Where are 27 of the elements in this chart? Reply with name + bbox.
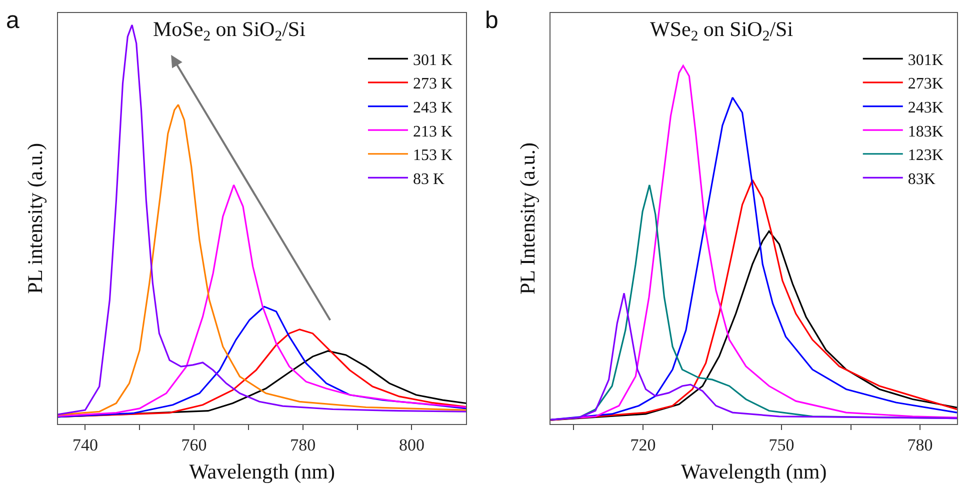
text: b [485, 7, 498, 34]
legend-label: 153 K [412, 147, 453, 164]
legend-label: 83K [908, 170, 936, 188]
x-tick-label: 740 [72, 436, 98, 454]
legend-label: 273 K [412, 76, 453, 93]
chart-title: MoSe$_{2}$ on SiO$_{2}$/Si [153, 17, 306, 44]
x-tick-label: 780 [290, 436, 316, 454]
y-axis-title: PL Intensity (a.u.) [516, 142, 540, 295]
text: a [6, 7, 20, 34]
x-tick-label: 760 [181, 436, 207, 454]
legend-label: 243 K [412, 100, 453, 117]
x-axis-title: Wavelength (nm) [189, 460, 335, 484]
x-tick-label: 780 [907, 436, 933, 454]
legend-label: 123K [908, 147, 944, 164]
legend-label: 273K [908, 76, 944, 93]
legend-label: 183K [908, 123, 944, 140]
x-axis-title: Wavelength (nm) [680, 460, 827, 484]
legend-label: 213 K [412, 123, 453, 140]
legend-label: 243K [908, 100, 944, 117]
x-tick-label: 720 [630, 436, 656, 454]
y-axis-title: PL intensity (a.u.) [23, 143, 48, 294]
x-tick-label: 800 [398, 436, 424, 454]
x-tick-label: 750 [768, 436, 794, 454]
legend-label: 301K [908, 52, 944, 69]
legend-label: 301 K [412, 52, 453, 69]
chart-title: WSe$_{2}$ on SiO$_{2}$/Si [650, 17, 794, 44]
legend-label: 83 K [412, 170, 445, 188]
